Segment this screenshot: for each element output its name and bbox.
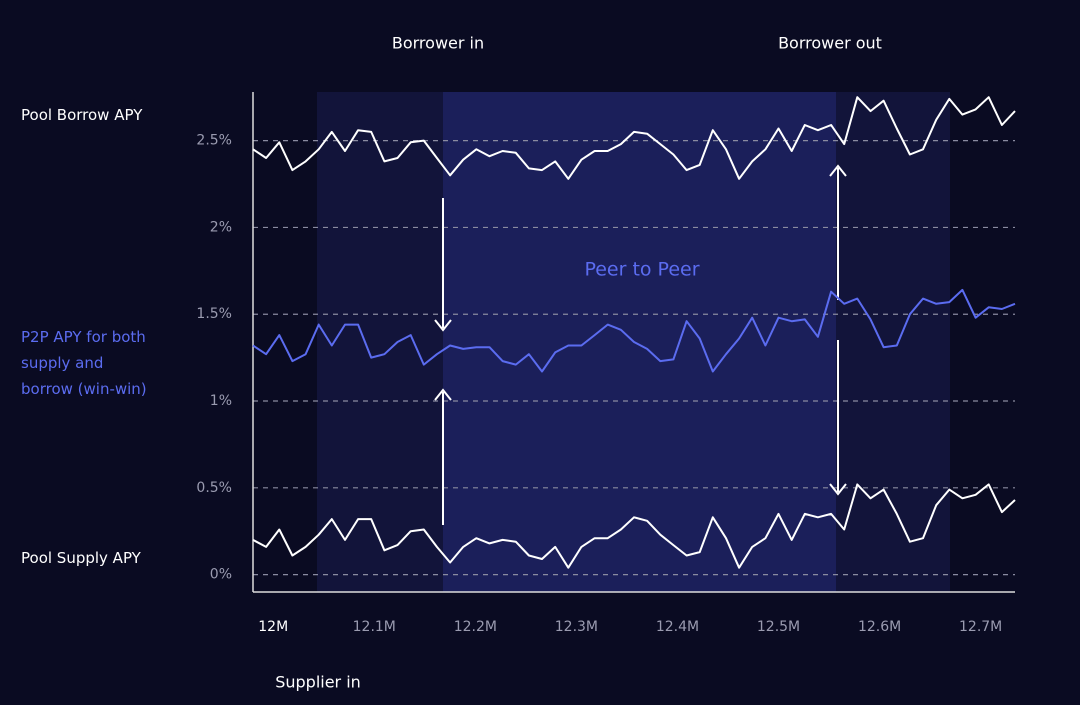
- x-tick-label: 12.1M: [353, 619, 396, 635]
- y-tick-label: 0%: [210, 567, 232, 583]
- y-tick-label: 2%: [210, 219, 232, 235]
- x-tick-label: 12.2M: [454, 619, 497, 635]
- x-tick-label: 12.4M: [656, 619, 699, 635]
- y-tick-label: 2.5%: [196, 133, 232, 149]
- x-tick-label: 12.3M: [555, 619, 598, 635]
- arrows: [434, 164, 847, 525]
- band-borrower-in: [317, 92, 443, 592]
- x-tick-label: 12.7M: [959, 619, 1002, 635]
- arrow: [434, 198, 452, 332]
- arrow: [829, 164, 847, 300]
- series-line: [252, 483, 1016, 569]
- annotation: Borrower out: [778, 34, 882, 53]
- y-tick-label: 1.5%: [196, 306, 232, 322]
- series-line: [252, 288, 1016, 373]
- x-tick-label: 12M: [258, 619, 288, 635]
- series-label: Pool Supply APY: [21, 549, 141, 567]
- series-label: Pool Borrow APY: [21, 106, 143, 124]
- arrow: [829, 340, 847, 496]
- annotation: Borrower in: [392, 34, 484, 53]
- y-tick-label: 0.5%: [196, 480, 232, 496]
- series-line: [252, 96, 1016, 180]
- grid: [253, 140, 1015, 576]
- x-tick-label: 12.5M: [757, 619, 800, 635]
- band-borrower-out: [836, 92, 950, 592]
- arrow: [434, 388, 452, 525]
- x-tick-label: 12.6M: [858, 619, 901, 635]
- annotation: Peer to Peer: [584, 259, 699, 281]
- band-peer: [443, 92, 836, 592]
- series-label: P2P APY for both supply and borrow (win-…: [21, 328, 147, 398]
- y-tick-label: 1%: [210, 393, 232, 409]
- annotation: Supplier in: [275, 673, 361, 692]
